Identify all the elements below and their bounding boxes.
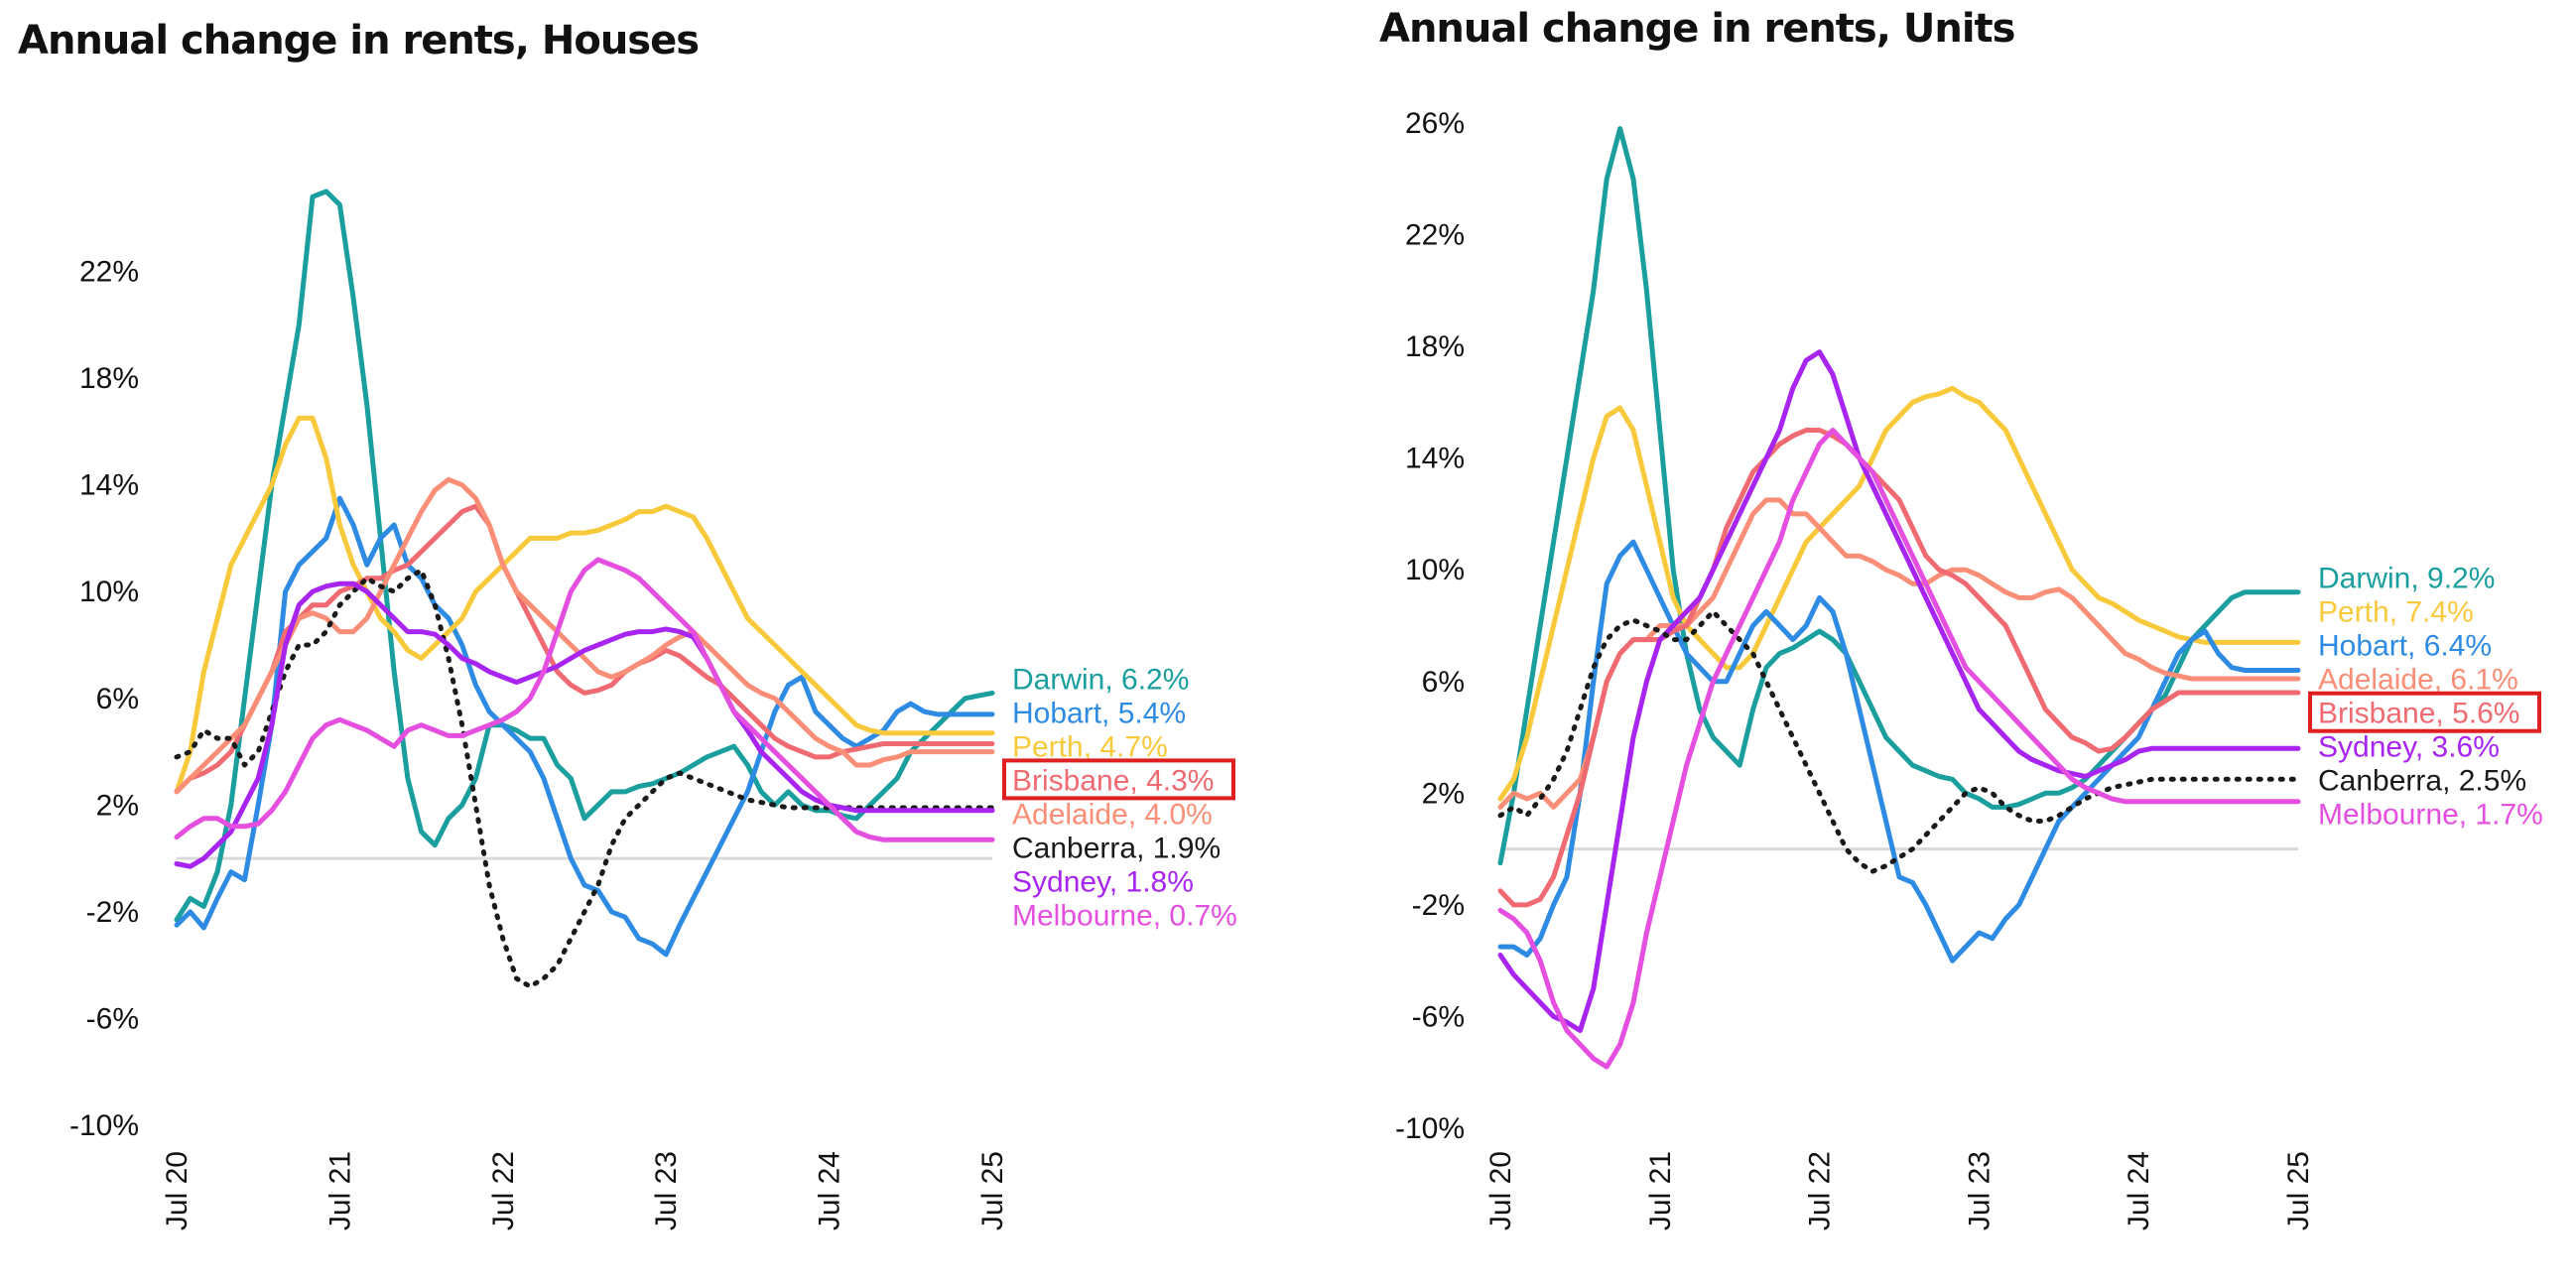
end-label-adelaide: Adelaide, 6.1%	[2318, 664, 2518, 697]
series-line-adelaide	[174, 476, 995, 795]
y-tick-label: 14%	[1405, 443, 1465, 475]
line-chart-units: -10% -6% -2% 2% 6% 10% 14% 18% 22% 26% Jul 20 Jul 2…	[1395, 107, 2543, 1230]
y-tick-label: -6%	[1412, 1000, 1465, 1033]
y-tick-label: 18%	[1405, 330, 1465, 363]
y-tick-label: -6%	[86, 1002, 139, 1035]
end-label-sydney: Sydney, 1.8%	[1012, 865, 1194, 898]
chart-title-houses: Annual change in rents, Houses	[18, 18, 700, 64]
x-tick-label: Jul 24	[2123, 1151, 2155, 1230]
x-tick-label: Jul 22	[1804, 1151, 1837, 1230]
y-tick-label: 6%	[1422, 666, 1465, 699]
y-tick-label: -10%	[1395, 1112, 1465, 1145]
series-line-darwin	[1497, 126, 2301, 866]
x-tick-label: Jul 21	[1644, 1151, 1677, 1230]
chart-panel-houses: Annual change in rents, Houses -10% -6% -2…	[18, 18, 1237, 1230]
end-label-darwin: Darwin, 6.2%	[1012, 663, 1189, 696]
end-label-brisbane: Brisbane, 4.3%	[1012, 764, 1214, 797]
end-label-adelaide: Adelaide, 4.0%	[1012, 798, 1213, 831]
y-tick-label: 6%	[96, 683, 139, 715]
y-tick-label: 2%	[96, 789, 139, 822]
y-tick-label: 14%	[79, 469, 139, 502]
end-label-brisbane: Brisbane, 5.6%	[2318, 698, 2519, 730]
series-line-darwin	[174, 189, 995, 923]
series-line-perth	[174, 415, 995, 795]
y-tick-label: -10%	[69, 1109, 139, 1142]
end-label-melbourne: Melbourne, 0.7%	[1012, 899, 1237, 932]
series-line-canberra	[1497, 608, 2301, 874]
x-tick-label: Jul 20	[161, 1151, 193, 1230]
end-label-hobart: Hobart, 5.4%	[1012, 697, 1186, 729]
y-tick-label: 2%	[1422, 777, 1465, 810]
x-tick-label: Jul 24	[814, 1151, 846, 1230]
series-line-sydney	[1497, 349, 2301, 1033]
x-tick-label: Jul 22	[487, 1151, 520, 1230]
y-tick-label: 22%	[79, 256, 139, 289]
series-line-melbourne	[1497, 428, 2301, 1070]
x-tick-label: Jul 23	[650, 1151, 683, 1230]
x-tick-label: Jul 23	[1963, 1151, 1996, 1230]
chart-title-units: Annual change in rents, Units	[1379, 6, 2015, 52]
end-label-melbourne: Melbourne, 1.7%	[2318, 799, 2543, 832]
end-label-sydney: Sydney, 3.6%	[2318, 731, 2500, 764]
end-label-canberra: Canberra, 2.5%	[2318, 765, 2526, 798]
series-line-sydney	[174, 580, 995, 869]
end-label-darwin: Darwin, 9.2%	[2318, 563, 2495, 595]
highlight-box-brisbane	[2308, 691, 2541, 733]
x-tick-label: Jul 25	[2282, 1151, 2315, 1230]
series-line-canberra	[174, 568, 995, 989]
line-chart-houses: -10% -6% -2% 2% 6% 10% 14% 18% 22% Jul 20 Jul 21 Ju…	[69, 189, 1237, 1230]
x-tick-label: Jul 25	[976, 1151, 1009, 1230]
y-tick-label: 18%	[79, 362, 139, 395]
series-line-hobart	[174, 495, 995, 958]
y-tick-label: 22%	[1405, 219, 1465, 252]
x-tick-label: Jul 21	[323, 1151, 356, 1230]
chart-panel-units: Annual change in rents, Units -10% -6% -2%…	[1365, 0, 2576, 1288]
end-label-canberra: Canberra, 1.9%	[1012, 832, 1221, 864]
series-line-melbourne	[174, 557, 995, 842]
series-line-brisbane	[174, 503, 995, 795]
end-label-perth: Perth, 4.7%	[1012, 730, 1168, 763]
y-tick-label: 26%	[1405, 107, 1465, 140]
end-label-perth: Perth, 7.4%	[2318, 596, 2474, 629]
series-line-brisbane	[1497, 428, 2301, 908]
y-tick-label: 10%	[1405, 554, 1465, 586]
series-line-hobart	[1497, 539, 2301, 964]
end-label-hobart: Hobart, 6.4%	[2318, 630, 2492, 663]
highlight-box-brisbane	[1002, 758, 1235, 801]
y-tick-label: 10%	[79, 576, 139, 608]
y-tick-label: -2%	[1412, 889, 1465, 922]
series-line-perth	[1497, 385, 2301, 802]
x-tick-label: Jul 20	[1484, 1151, 1517, 1230]
y-tick-label: -2%	[86, 896, 139, 929]
